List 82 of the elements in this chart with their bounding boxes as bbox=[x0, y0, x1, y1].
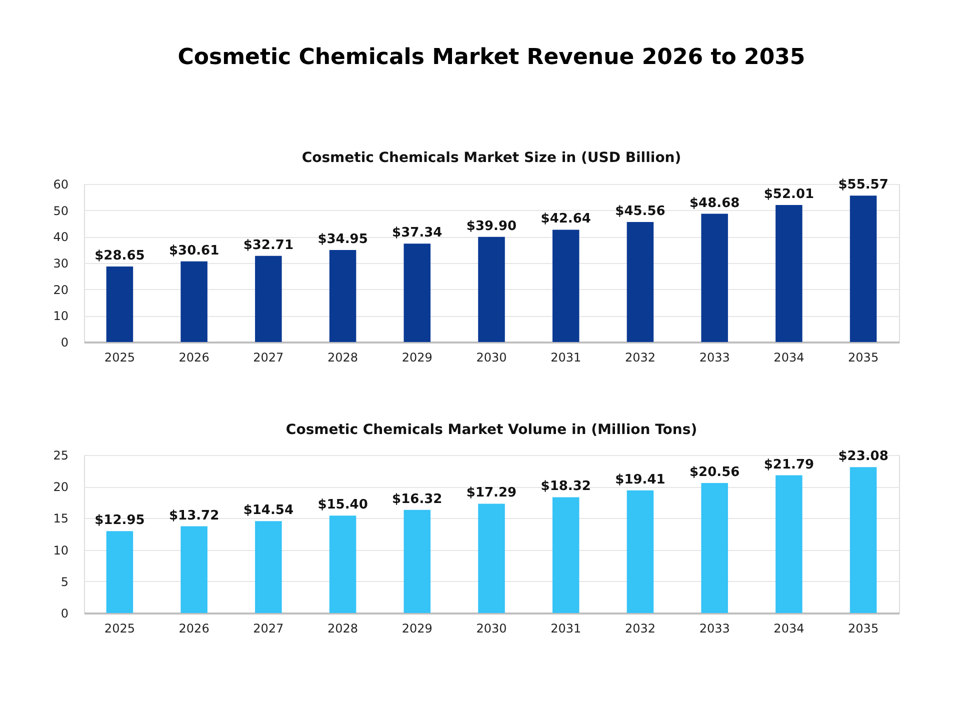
data-label: $20.56 bbox=[690, 465, 740, 480]
data-label: $48.68 bbox=[690, 196, 740, 211]
data-label: $45.56 bbox=[615, 204, 666, 220]
bar bbox=[850, 196, 877, 342]
bar bbox=[329, 516, 356, 613]
x-tick-label: 2028 bbox=[328, 622, 358, 636]
data-label: $16.32 bbox=[392, 492, 442, 507]
data-label: $23.08 bbox=[838, 449, 888, 464]
bar bbox=[626, 222, 654, 342]
x-tick-label: 2029 bbox=[402, 350, 432, 364]
bar bbox=[776, 475, 802, 613]
x-tick-label: 2027 bbox=[253, 622, 284, 636]
x-tick-label: 2031 bbox=[550, 350, 582, 364]
data-label: $30.61 bbox=[168, 243, 220, 258]
bar bbox=[478, 504, 505, 613]
data-label: $13.72 bbox=[168, 508, 220, 524]
data-label: $28.65 bbox=[94, 248, 145, 264]
bar bbox=[180, 526, 208, 613]
x-tick-label: 2030 bbox=[476, 622, 507, 636]
x-tick-label: 2025 bbox=[104, 350, 135, 364]
data-label: $32.71 bbox=[243, 238, 294, 253]
data-label: $52.01 bbox=[764, 187, 814, 202]
chart-title: Cosmetic Chemicals Market Volume in (Million Tons) bbox=[286, 422, 698, 438]
y-tick-label: 25 bbox=[53, 448, 68, 462]
x-tick-label: 2029 bbox=[402, 622, 432, 636]
y-tick-label: 10 bbox=[53, 309, 68, 324]
y-tick-label: 5 bbox=[60, 574, 68, 589]
x-tick-label: 2026 bbox=[178, 622, 210, 636]
x-tick-label: 2033 bbox=[699, 622, 730, 636]
x-tick-label: 2030 bbox=[476, 350, 507, 364]
y-tick-label: 20 bbox=[53, 480, 68, 494]
y-tick-label: 50 bbox=[53, 204, 68, 218]
x-tick-label: 2025 bbox=[104, 622, 135, 636]
x-tick-label: 2026 bbox=[178, 350, 210, 364]
y-tick-label: 0 bbox=[60, 606, 68, 620]
data-label: $21.79 bbox=[764, 457, 814, 472]
x-tick-label: 2032 bbox=[624, 350, 656, 364]
bar bbox=[850, 467, 877, 613]
data-label: $18.32 bbox=[540, 479, 591, 494]
y-tick-label: 30 bbox=[53, 256, 68, 270]
bar bbox=[255, 256, 282, 342]
chart-subtitle: Cosmetic Chemicals Market Size in (USD Billion) bbox=[302, 150, 682, 166]
bar bbox=[106, 531, 134, 613]
data-label: $14.54 bbox=[243, 503, 294, 518]
data-label: $19.41 bbox=[615, 472, 666, 488]
bar bbox=[701, 214, 728, 342]
data-label: $12.95 bbox=[94, 513, 145, 528]
x-tick-label: 2035 bbox=[848, 350, 879, 364]
x-tick-label: 2031 bbox=[550, 622, 582, 636]
bar bbox=[404, 510, 431, 613]
data-label: $37.34 bbox=[392, 226, 442, 241]
bar bbox=[255, 521, 282, 613]
bar bbox=[478, 236, 505, 342]
x-tick-label: 2032 bbox=[624, 622, 656, 636]
data-label: $55.57 bbox=[838, 178, 888, 193]
bar bbox=[106, 266, 134, 342]
data-label: $34.95 bbox=[318, 232, 368, 247]
y-tick-label: 60 bbox=[53, 178, 68, 192]
y-tick-label: 15 bbox=[53, 512, 68, 526]
x-tick-label: 2033 bbox=[699, 350, 730, 364]
x-tick-label: 2034 bbox=[774, 350, 804, 364]
x-tick-label: 2035 bbox=[848, 622, 879, 636]
y-tick-label: 10 bbox=[53, 543, 68, 558]
y-tick-label: 20 bbox=[53, 282, 68, 297]
data-label: $17.29 bbox=[466, 486, 517, 501]
bar bbox=[626, 490, 654, 613]
bar bbox=[180, 261, 208, 342]
bar bbox=[552, 230, 580, 342]
bar bbox=[552, 497, 580, 613]
bar bbox=[404, 244, 431, 342]
bar bbox=[701, 483, 728, 613]
x-tick-label: 2034 bbox=[774, 622, 804, 636]
data-label: $42.64 bbox=[540, 212, 591, 227]
chart-title: Cosmetic Chemicals Market Revenue 2026 to 2035 bbox=[178, 45, 806, 70]
y-tick-label: 40 bbox=[53, 230, 68, 244]
x-tick-label: 2027 bbox=[253, 350, 284, 364]
bar bbox=[329, 250, 356, 342]
bar bbox=[776, 205, 802, 342]
x-tick-label: 2028 bbox=[328, 350, 358, 364]
data-label: $15.40 bbox=[318, 498, 368, 513]
y-tick-label: 0 bbox=[60, 336, 68, 350]
data-label: $39.90 bbox=[466, 218, 517, 234]
